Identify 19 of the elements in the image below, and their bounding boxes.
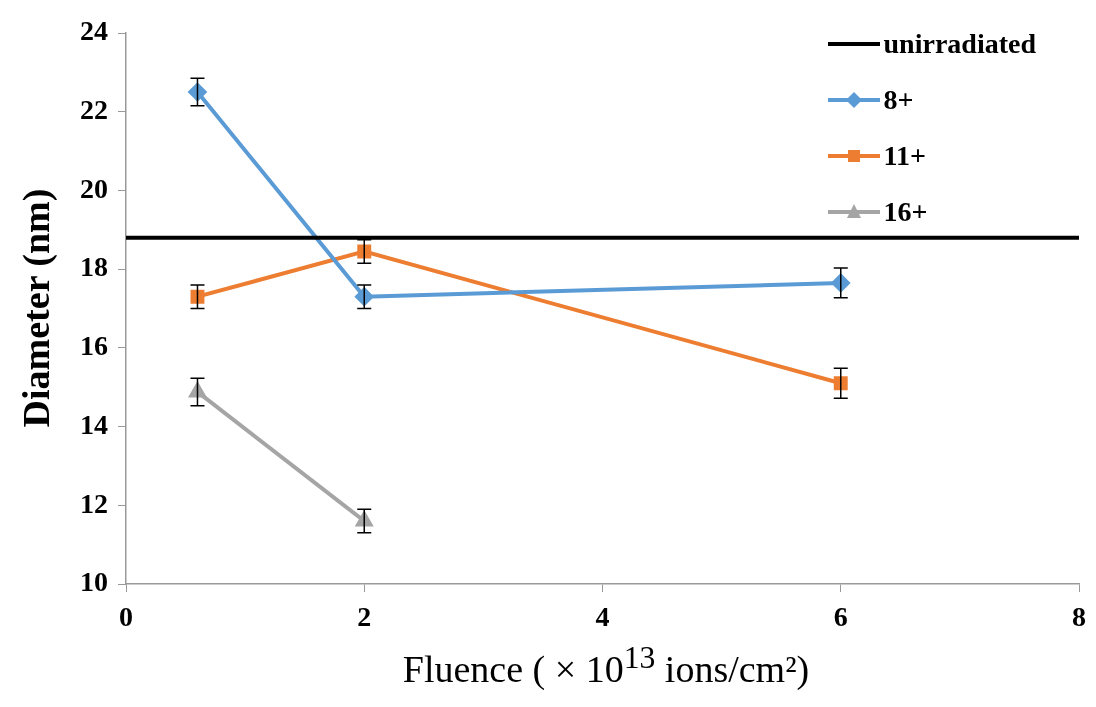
y-tick-label: 20 [80,172,108,204]
x-tick-label: 2 [357,601,372,633]
y-tick-label: 16 [80,330,108,362]
legend-label: unirradiated [883,28,1036,60]
y-tick-label: 24 [80,15,108,47]
y-tick-label: 22 [80,93,108,125]
legend-label: 8+ [883,84,914,116]
x-tick-label: 8 [1072,601,1086,633]
y-tick-label: 12 [80,487,108,519]
y-tick-label: 14 [80,408,108,440]
y-tick-label: 10 [80,566,108,598]
x-tick-label: 0 [119,601,133,633]
x-tick-label: 6 [833,601,848,633]
legend-label: 16+ [883,196,928,228]
x-tick-label: 4 [595,601,610,633]
y-tick-label: 18 [80,251,108,283]
legend-label: 11+ [883,140,926,172]
x-axis-title: Fluence ( × 10$^{13}$ ions/cm²) [401,640,811,691]
y-axis-title: Diameter (nm) [14,188,58,428]
